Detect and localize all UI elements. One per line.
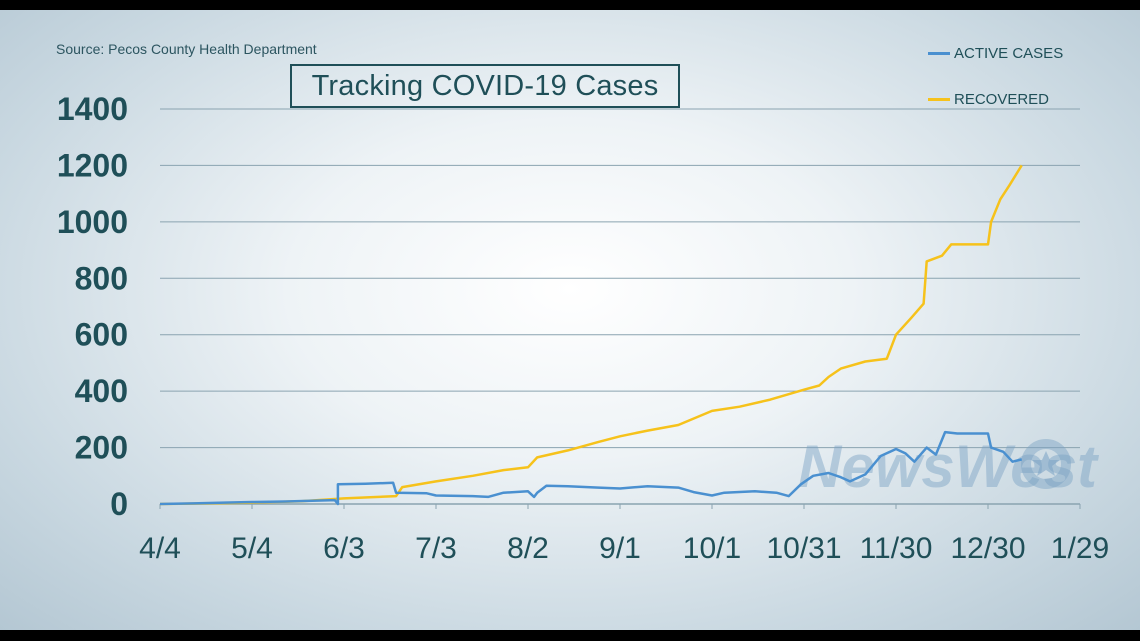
line-chart: 0 200 400 600 800 1000 1200 1400 4/4 5/4 6/3 7/3 8/…: [57, 91, 1109, 565]
x-tick-label: 1/29: [1051, 532, 1109, 565]
x-tick-label: 7/3: [415, 532, 457, 565]
x-tick-label: 8/2: [507, 532, 549, 565]
y-tick-label: 1200: [57, 147, 128, 183]
legend-item-active-cases: ACTIVE CASES: [928, 45, 1063, 62]
recovered-line: [159, 164, 1023, 506]
x-tick-label: 10/31: [766, 532, 841, 565]
legend-swatch-recovered: [928, 98, 950, 101]
legend-label-active: ACTIVE CASES: [954, 45, 1064, 62]
texas-star-9-icon: [1021, 439, 1071, 489]
series-lines: [159, 164, 1023, 506]
y-tick-label: 600: [75, 317, 128, 353]
legend-label-recovered: RECOVERED: [954, 91, 1050, 108]
y-tick-label: 1400: [57, 91, 128, 127]
legend-swatch-active: [928, 52, 950, 55]
y-tick-label: 0: [110, 486, 128, 522]
x-tick-label: 11/30: [860, 532, 933, 565]
x-tick-label: 4/4: [139, 532, 181, 565]
x-tick-label: 9/1: [599, 532, 641, 565]
x-axis-ticks: 4/4 5/4 6/3 7/3 8/2 9/1 10/1 10/31 11/30 12/30 1/2…: [139, 504, 1109, 565]
x-tick-label: 10/1: [683, 532, 741, 565]
x-tick-label: 6/3: [323, 532, 365, 565]
x-tick-label: 12/30: [950, 532, 1025, 565]
y-tick-label: 1000: [57, 204, 128, 240]
y-tick-label: 800: [75, 260, 128, 296]
chart-frame: Source: Pecos County Health Department T…: [0, 10, 1140, 630]
gridlines: [160, 108, 1080, 505]
source-note: Source: Pecos County Health Department: [56, 41, 317, 57]
active-cases-line: [159, 430, 1023, 506]
chart-title: Tracking COVID-19 Cases: [290, 64, 680, 108]
y-axis-ticks: 0 200 400 600 800 1000 1200 1400: [57, 91, 128, 522]
y-tick-label: 200: [75, 430, 128, 466]
y-tick-label: 400: [75, 373, 128, 409]
legend-item-recovered: RECOVERED: [928, 91, 1049, 108]
x-tick-label: 5/4: [231, 532, 273, 565]
